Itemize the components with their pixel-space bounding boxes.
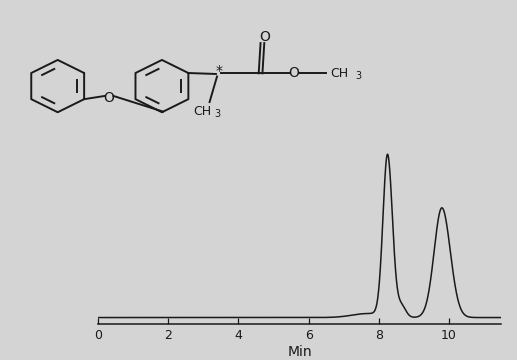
- Text: O: O: [259, 30, 270, 44]
- Text: CH: CH: [330, 67, 348, 80]
- Text: CH: CH: [193, 105, 211, 118]
- Text: O: O: [288, 66, 299, 80]
- Text: O: O: [103, 91, 114, 105]
- Text: 3: 3: [214, 109, 220, 119]
- X-axis label: Min: Min: [287, 345, 312, 359]
- Text: *: *: [216, 64, 222, 78]
- Text: 3: 3: [355, 71, 361, 81]
